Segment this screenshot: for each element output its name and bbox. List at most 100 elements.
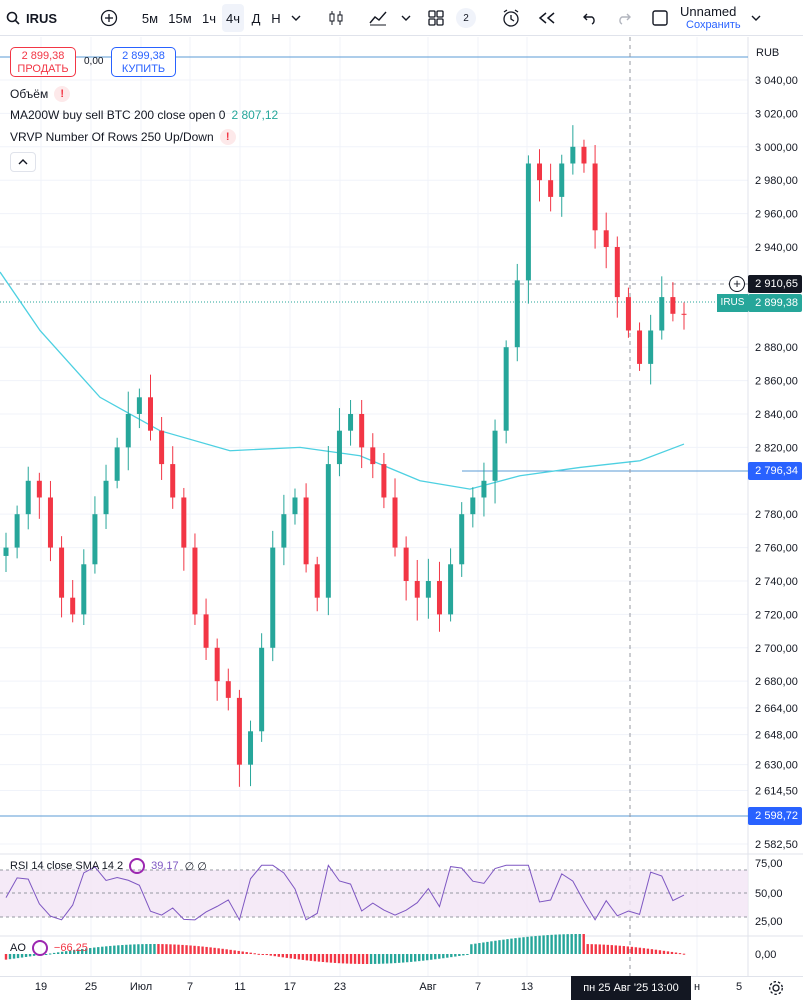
ao-bar bbox=[506, 939, 509, 954]
volume-label: Объём bbox=[10, 87, 49, 101]
fullscreen-toggle[interactable] bbox=[648, 0, 672, 36]
ao-bar bbox=[418, 954, 421, 962]
ao-bar bbox=[245, 952, 248, 954]
rsi-legend[interactable]: RSI 14 close SMA 14 2 39,17 ∅ ∅ bbox=[10, 858, 207, 874]
buy-button[interactable]: 2 899,38 КУПИТЬ bbox=[111, 47, 176, 77]
chart-settings-button[interactable] bbox=[766, 978, 786, 998]
redo-button[interactable] bbox=[612, 0, 636, 36]
warning-icon[interactable]: ! bbox=[219, 129, 236, 145]
price-axis-label: 2 880,00 bbox=[755, 342, 798, 354]
ao-bar bbox=[233, 950, 236, 954]
time-tick: 7 bbox=[186, 981, 194, 993]
warning-icon[interactable]: ! bbox=[54, 86, 71, 102]
interval-15m[interactable]: 15м bbox=[168, 10, 192, 26]
save-label: Сохранить bbox=[686, 19, 741, 31]
ao-bar bbox=[89, 948, 92, 954]
ao-bar bbox=[377, 954, 381, 964]
interval-dropdown[interactable] bbox=[288, 0, 304, 36]
chart-type-button[interactable] bbox=[324, 0, 348, 36]
volume-legend[interactable]: Объём ! bbox=[10, 86, 71, 102]
interval-1h[interactable]: 1ч bbox=[201, 10, 216, 26]
indicators-button[interactable] bbox=[366, 0, 390, 36]
candle-body bbox=[81, 564, 87, 615]
candle-body bbox=[448, 564, 454, 615]
symbol-search[interactable]: IRUS bbox=[6, 0, 76, 36]
candle-body bbox=[359, 413, 365, 448]
interval-5m[interactable]: 5м bbox=[141, 10, 159, 26]
ao-bar bbox=[474, 943, 477, 954]
layout-save[interactable]: Unnamed Сохранить bbox=[680, 0, 742, 36]
rsi-level-75: 75,00 bbox=[755, 858, 783, 870]
ao-bar bbox=[405, 954, 409, 963]
grid-layout-icon bbox=[428, 10, 444, 26]
ao-bar bbox=[77, 949, 80, 954]
candle-body bbox=[648, 330, 654, 364]
candle-body bbox=[336, 430, 342, 465]
ao-bar bbox=[32, 954, 36, 956]
currency-label[interactable]: RUB bbox=[756, 47, 780, 59]
candle-body bbox=[147, 397, 153, 431]
sell-button[interactable]: 2 899,38 ПРОДАТЬ bbox=[10, 47, 76, 77]
layout-dropdown[interactable] bbox=[748, 0, 764, 36]
ao-bar bbox=[594, 944, 597, 954]
ao-bar bbox=[393, 954, 397, 964]
ao-bar bbox=[482, 942, 485, 954]
ao-bar bbox=[229, 949, 232, 954]
interval-week[interactable]: Н bbox=[271, 10, 281, 26]
ao-bar bbox=[438, 954, 441, 959]
ao-bar bbox=[193, 945, 196, 954]
time-tick: н bbox=[693, 981, 701, 993]
time-tick: 17 bbox=[283, 981, 297, 993]
ao-bar bbox=[313, 954, 317, 962]
ma-legend[interactable]: MA200W buy sell BTC 200 close open 0 2 8… bbox=[10, 108, 278, 122]
vrvp-legend[interactable]: VRVP Number Of Rows 250 Up/Down ! bbox=[10, 129, 236, 145]
ao-bar bbox=[113, 945, 116, 954]
time-tick: 25 bbox=[84, 981, 98, 993]
ao-bar bbox=[498, 940, 501, 954]
candle-body bbox=[392, 497, 398, 548]
interval-day[interactable]: Д bbox=[251, 10, 261, 26]
price-chart[interactable]: 3 040,00 3 020,00 3 000,00 2 980,00 2 960,00… bbox=[0, 37, 803, 1000]
replay-button[interactable] bbox=[534, 0, 560, 36]
interval-4h[interactable]: 4ч bbox=[222, 4, 244, 32]
ao-bar bbox=[486, 941, 489, 954]
ao-bar bbox=[442, 954, 445, 959]
ao-legend[interactable]: AO −66,25 bbox=[10, 940, 88, 956]
time-tick: Июл bbox=[129, 981, 153, 993]
add-alert-plus-icon[interactable]: + bbox=[729, 276, 745, 292]
last-price-tag: 2 899,38 bbox=[748, 294, 802, 312]
price-axis-label: 3 040,00 bbox=[755, 75, 798, 87]
collapse-legend-button[interactable] bbox=[10, 152, 36, 172]
compare-symbol-button[interactable] bbox=[96, 0, 122, 36]
time-tick: 11 bbox=[234, 981, 246, 993]
sell-label: ПРОДАТЬ bbox=[17, 63, 69, 75]
ao-bar bbox=[277, 954, 281, 957]
ao-bar bbox=[373, 954, 377, 964]
candle-body bbox=[459, 514, 465, 565]
indicators-dropdown[interactable] bbox=[398, 0, 414, 36]
ao-bar bbox=[60, 951, 64, 954]
candle-body bbox=[225, 681, 231, 698]
ao-bar bbox=[598, 944, 601, 954]
candle-body bbox=[637, 330, 643, 364]
ao-bar bbox=[570, 934, 573, 954]
alert-button[interactable] bbox=[498, 0, 524, 36]
ao-bar bbox=[554, 934, 557, 954]
ao-bar bbox=[458, 954, 461, 956]
ao-bar bbox=[522, 937, 525, 954]
ao-bar bbox=[682, 953, 686, 955]
ao-bar bbox=[257, 953, 260, 955]
ao-bar bbox=[141, 944, 144, 954]
candles-icon bbox=[329, 11, 343, 25]
layout-count-badge[interactable]: 2 bbox=[456, 8, 476, 28]
ao-bar bbox=[221, 948, 224, 954]
ao-bar bbox=[678, 953, 682, 955]
candle-body bbox=[370, 447, 376, 465]
ao-bar bbox=[265, 954, 268, 956]
ao-bar bbox=[590, 944, 593, 954]
undo-button[interactable] bbox=[578, 0, 602, 36]
layout-button[interactable] bbox=[424, 0, 448, 36]
ao-bar bbox=[582, 934, 585, 954]
rsi-value: 39,17 bbox=[151, 860, 179, 872]
candle-body bbox=[570, 146, 576, 164]
